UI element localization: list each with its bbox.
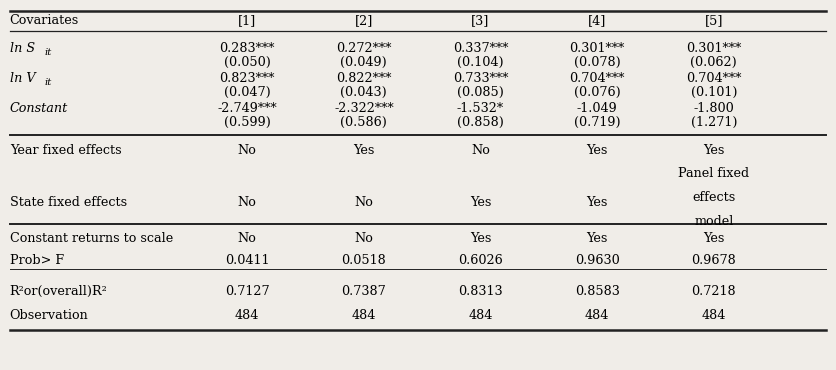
Text: it: it [44,78,52,87]
Text: -2.322***: -2.322*** [334,102,394,115]
Text: (0.049): (0.049) [340,56,387,69]
Text: No: No [237,144,257,157]
Text: 0.7127: 0.7127 [225,285,269,298]
Text: 0.301***: 0.301*** [569,42,624,55]
Text: Yes: Yes [470,232,492,245]
Text: 484: 484 [701,309,726,322]
Text: 0.704***: 0.704*** [686,72,742,85]
Text: 0.0411: 0.0411 [225,254,269,267]
Text: Yes: Yes [703,232,725,245]
Text: 0.301***: 0.301*** [686,42,742,55]
Text: [5]: [5] [705,14,723,27]
Text: -1.532*: -1.532* [457,102,504,115]
Text: 0.8583: 0.8583 [574,285,619,298]
Text: 0.9630: 0.9630 [575,254,619,267]
Text: Constant returns to scale: Constant returns to scale [10,232,173,245]
Text: -2.749***: -2.749*** [217,102,277,115]
Text: 0.0518: 0.0518 [341,254,386,267]
Text: (0.858): (0.858) [457,116,504,129]
Text: 484: 484 [585,309,609,322]
Text: 0.8313: 0.8313 [458,285,502,298]
Text: (0.043): (0.043) [340,86,387,99]
Text: (0.586): (0.586) [340,116,387,129]
Text: [4]: [4] [588,14,606,27]
Text: (0.719): (0.719) [573,116,620,129]
Text: Yes: Yes [470,196,492,209]
Text: Yes: Yes [353,144,375,157]
Text: (0.599): (0.599) [224,116,271,129]
Text: 0.283***: 0.283*** [220,42,275,55]
Text: Constant: Constant [10,102,68,115]
Text: [3]: [3] [472,14,490,27]
Text: 484: 484 [235,309,259,322]
Text: -1.800: -1.800 [693,102,734,115]
Text: 0.337***: 0.337*** [453,42,508,55]
Text: 0.7218: 0.7218 [691,285,737,298]
Text: Year fixed effects: Year fixed effects [10,144,121,157]
Text: 0.272***: 0.272*** [336,42,391,55]
Text: State fixed effects: State fixed effects [10,196,127,209]
Text: No: No [237,196,257,209]
Text: Prob> F: Prob> F [10,254,64,267]
Text: No: No [471,144,490,157]
Text: model: model [694,215,733,228]
Text: -1.049: -1.049 [577,102,618,115]
Text: R²or(overall)R²: R²or(overall)R² [10,285,108,298]
Text: (1.271): (1.271) [691,116,737,129]
Text: (0.085): (0.085) [457,86,504,99]
Text: [1]: [1] [238,14,257,27]
Text: ln V: ln V [10,72,35,85]
Text: Yes: Yes [587,232,608,245]
Text: 0.9678: 0.9678 [691,254,737,267]
Text: 484: 484 [468,309,492,322]
Text: Panel fixed: Panel fixed [678,168,749,181]
Text: Covariates: Covariates [10,14,79,27]
Text: (0.104): (0.104) [457,56,504,69]
Text: (0.076): (0.076) [573,86,620,99]
Text: it: it [44,48,52,57]
Text: 0.733***: 0.733*** [453,72,508,85]
Text: (0.047): (0.047) [224,86,271,99]
Text: No: No [354,232,374,245]
Text: No: No [354,196,374,209]
Text: Yes: Yes [587,196,608,209]
Text: effects: effects [692,191,736,204]
Text: 0.822***: 0.822*** [336,72,391,85]
Text: 484: 484 [352,309,376,322]
Text: ln S: ln S [10,42,35,55]
Text: (0.050): (0.050) [224,56,271,69]
Text: (0.078): (0.078) [573,56,620,69]
Text: [2]: [2] [354,14,373,27]
Text: Observation: Observation [10,309,89,322]
Text: 0.704***: 0.704*** [569,72,624,85]
Text: (0.062): (0.062) [691,56,737,69]
Text: 0.7387: 0.7387 [341,285,386,298]
Text: 0.6026: 0.6026 [458,254,503,267]
Text: Yes: Yes [587,144,608,157]
Text: Yes: Yes [703,144,725,157]
Text: No: No [237,232,257,245]
Text: 0.823***: 0.823*** [220,72,275,85]
Text: (0.101): (0.101) [691,86,737,99]
